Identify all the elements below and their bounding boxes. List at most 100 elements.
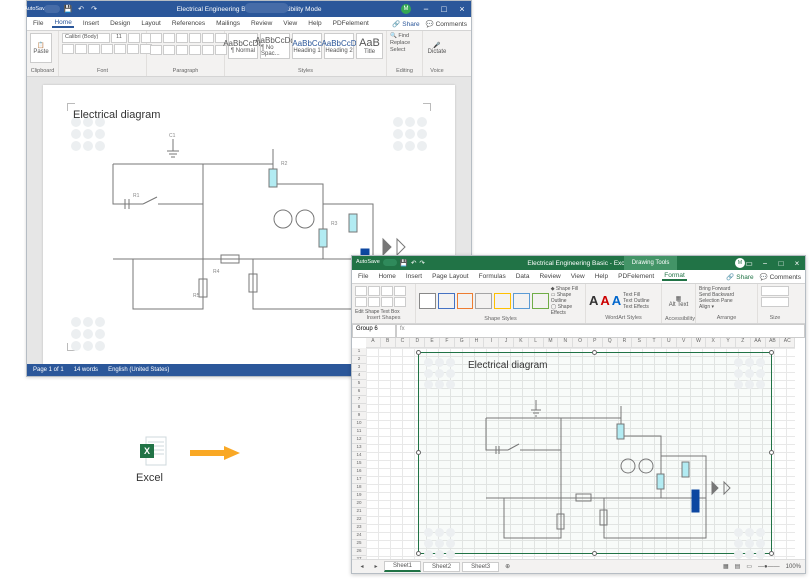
- shape-star-icon[interactable]: [355, 297, 367, 307]
- autosave-switch[interactable]: [44, 5, 60, 13]
- shape-curve-icon[interactable]: [381, 297, 393, 307]
- excel-grid[interactable]: ABCDEFGHIJKLMNOPQRSTUVWXYZAAABAC 1234567…: [352, 338, 805, 559]
- row-header[interactable]: 24: [352, 532, 366, 540]
- row-header[interactable]: 11: [352, 428, 366, 436]
- tab-help[interactable]: Help: [306, 20, 323, 27]
- shape-oval-icon[interactable]: [368, 286, 380, 296]
- sheet-tab-2[interactable]: Sheet2: [423, 562, 460, 572]
- style-heading1[interactable]: AaBbCcHeading 1: [292, 33, 322, 59]
- autosave-toggle[interactable]: AutoSave: [31, 4, 41, 14]
- row-header[interactable]: 21: [352, 508, 366, 516]
- outdent-icon[interactable]: [189, 33, 201, 43]
- row-header[interactable]: 22: [352, 516, 366, 524]
- share-button[interactable]: 🔗 Share: [726, 273, 753, 281]
- tab-insert[interactable]: Insert: [81, 20, 101, 27]
- col-header[interactable]: F: [440, 338, 455, 347]
- maximize-icon[interactable]: □: [773, 256, 789, 270]
- col-header[interactable]: M: [544, 338, 559, 347]
- row-header[interactable]: 9: [352, 412, 366, 420]
- row-header[interactable]: 4: [352, 372, 366, 380]
- tab-layout[interactable]: Layout: [139, 20, 163, 27]
- row-header[interactable]: 3: [352, 364, 366, 372]
- row-header[interactable]: 10: [352, 420, 366, 428]
- col-header[interactable]: D: [410, 338, 425, 347]
- sheet-tab-1[interactable]: Sheet1: [384, 561, 421, 572]
- row-header[interactable]: 7: [352, 396, 366, 404]
- tab-pdfelement[interactable]: PDFelement: [616, 273, 656, 280]
- row-header[interactable]: 17: [352, 476, 366, 484]
- shape-arrow-icon[interactable]: [394, 286, 406, 296]
- row-header[interactable]: 16: [352, 468, 366, 476]
- select-button[interactable]: Select: [390, 47, 405, 53]
- col-header[interactable]: C: [396, 338, 411, 347]
- sheet-nav-prev-icon[interactable]: ▸: [370, 563, 382, 570]
- col-header[interactable]: H: [470, 338, 485, 347]
- align-right-icon[interactable]: [176, 45, 188, 55]
- paste-button[interactable]: 📋Paste: [30, 33, 52, 63]
- ribbon-options-icon[interactable]: ▭: [741, 256, 757, 270]
- row-header[interactable]: 23: [352, 524, 366, 532]
- close-icon[interactable]: ×: [789, 256, 805, 270]
- col-header[interactable]: Z: [736, 338, 751, 347]
- edit-shape-button[interactable]: Edit Shape: [355, 309, 379, 315]
- style-nospacing[interactable]: AaBbCcDd¶ No Spac...: [260, 33, 290, 59]
- shape-brace-icon[interactable]: [394, 297, 406, 307]
- row-header[interactable]: 19: [352, 492, 366, 500]
- row-header[interactable]: 5: [352, 380, 366, 388]
- save-icon[interactable]: 💾: [400, 259, 408, 267]
- tab-help[interactable]: Help: [593, 273, 610, 280]
- col-header[interactable]: O: [573, 338, 588, 347]
- numbering-icon[interactable]: [163, 33, 175, 43]
- comments-button[interactable]: 💬 Comments: [426, 20, 467, 28]
- replace-button[interactable]: Replace: [390, 40, 410, 46]
- share-button[interactable]: 🔗 Share: [392, 20, 419, 28]
- height-input[interactable]: [761, 286, 789, 296]
- search-pill[interactable]: [245, 3, 289, 13]
- autosave-switch[interactable]: [383, 259, 397, 266]
- tab-view[interactable]: View: [281, 20, 299, 27]
- align-center-icon[interactable]: [163, 45, 175, 55]
- save-icon[interactable]: 💾: [63, 4, 73, 14]
- view-pagelayout-icon[interactable]: ▤: [735, 563, 741, 570]
- tab-pagelayout[interactable]: Page Layout: [430, 273, 471, 280]
- align-left-icon[interactable]: [150, 45, 162, 55]
- row-header[interactable]: 6: [352, 388, 366, 396]
- sheet-tab-3[interactable]: Sheet3: [462, 562, 499, 572]
- col-header[interactable]: E: [425, 338, 440, 347]
- row-header[interactable]: 20: [352, 500, 366, 508]
- col-header[interactable]: U: [662, 338, 677, 347]
- dictate-button[interactable]: 🎤Dictate: [426, 33, 448, 63]
- shape-rect-icon[interactable]: [355, 286, 367, 296]
- col-header[interactable]: I: [484, 338, 499, 347]
- col-header[interactable]: R: [618, 338, 633, 347]
- wordart-style-1[interactable]: A: [589, 293, 598, 308]
- col-header[interactable]: A: [366, 338, 381, 347]
- cell-area[interactable]: Electrical diagram: [366, 348, 795, 559]
- tab-review[interactable]: Review: [537, 273, 562, 280]
- row-header[interactable]: 1: [352, 348, 366, 356]
- shape-outline-button[interactable]: ▭ Shape Outline: [551, 292, 582, 304]
- zoom-level[interactable]: 100%: [786, 564, 801, 570]
- tab-data[interactable]: Data: [514, 273, 532, 280]
- subscript-icon[interactable]: [114, 44, 126, 54]
- col-header[interactable]: W: [692, 338, 707, 347]
- font-name-select[interactable]: Calibri (Body): [62, 33, 110, 43]
- column-headers[interactable]: ABCDEFGHIJKLMNOPQRSTUVWXYZAAABAC: [366, 338, 795, 348]
- comments-button[interactable]: 💬 Comments: [760, 273, 801, 281]
- col-header[interactable]: B: [381, 338, 396, 347]
- circuit-diagram[interactable]: [456, 378, 756, 553]
- tab-format[interactable]: Format: [662, 272, 687, 281]
- line-spacing-icon[interactable]: [202, 45, 214, 55]
- multilevel-icon[interactable]: [176, 33, 188, 43]
- find-button[interactable]: 🔍 Find: [390, 33, 409, 39]
- shape-style-1[interactable]: [419, 293, 436, 309]
- user-avatar[interactable]: M: [401, 4, 411, 14]
- tab-file[interactable]: File: [31, 20, 45, 27]
- tab-view[interactable]: View: [569, 273, 587, 280]
- shape-style-3[interactable]: [457, 293, 474, 309]
- tab-file[interactable]: File: [356, 273, 370, 280]
- width-input[interactable]: [761, 297, 789, 307]
- minimize-icon[interactable]: −: [417, 1, 435, 17]
- row-header[interactable]: 13: [352, 444, 366, 452]
- text-effects-button[interactable]: Text Effects: [623, 304, 649, 310]
